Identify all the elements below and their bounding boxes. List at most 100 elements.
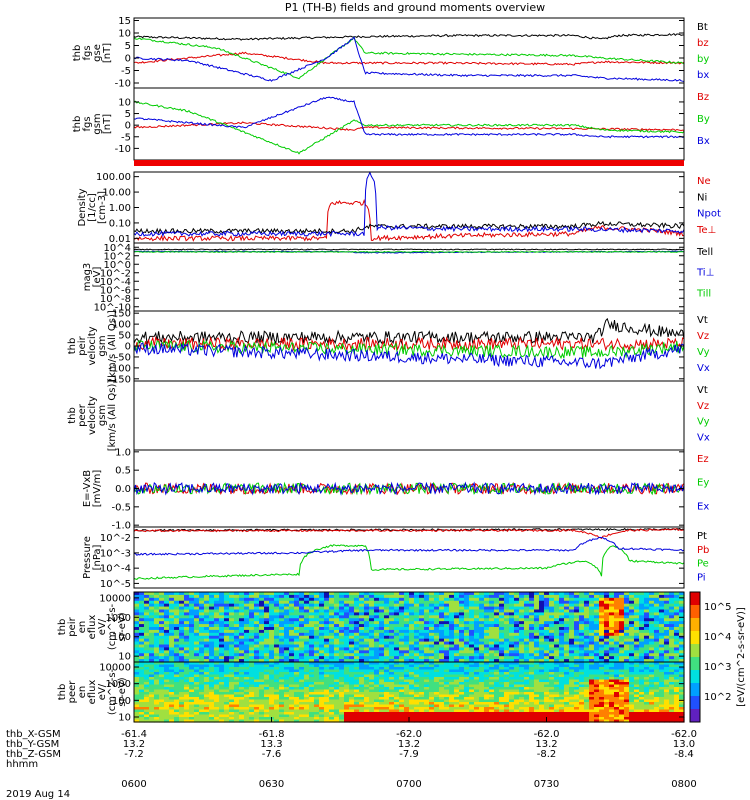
spectrogram-cell bbox=[539, 638, 545, 643]
spectrogram-cell bbox=[294, 709, 300, 713]
spectrogram-cell bbox=[309, 635, 315, 640]
spectrogram-cell bbox=[514, 647, 520, 651]
spectrogram-cell bbox=[489, 627, 495, 631]
spectrogram-cell bbox=[299, 707, 305, 711]
spectrogram-cell bbox=[329, 677, 335, 681]
spectrogram-cell bbox=[529, 712, 535, 716]
y-tick-label: 10000 bbox=[99, 593, 131, 604]
spectrogram-cell bbox=[614, 632, 620, 637]
spectrogram-cell bbox=[274, 656, 280, 660]
spectrogram-cell bbox=[354, 694, 360, 698]
spectrogram-cell bbox=[409, 624, 415, 628]
spectrogram-cell bbox=[234, 600, 240, 605]
spectrogram-cell bbox=[284, 682, 290, 686]
spectrogram-cell bbox=[644, 629, 650, 634]
spectrogram-cell bbox=[194, 592, 200, 596]
spectrogram-cell bbox=[414, 669, 420, 673]
spectrogram-cell bbox=[319, 638, 325, 643]
spectrogram-cell bbox=[509, 656, 515, 660]
spectrogram-cell bbox=[599, 653, 605, 657]
spectrogram-cell bbox=[204, 603, 210, 608]
spectrogram-cell bbox=[414, 653, 420, 657]
spectrogram-cell bbox=[539, 689, 545, 693]
spectrogram-cell bbox=[479, 659, 485, 663]
spectrogram-cell bbox=[494, 672, 500, 676]
spectrogram-cell bbox=[604, 635, 610, 640]
spectrogram-cell bbox=[519, 638, 525, 643]
spectrogram-cell bbox=[499, 704, 505, 708]
spectrogram-cell bbox=[469, 679, 475, 683]
spectrogram-cell bbox=[489, 669, 495, 673]
spectrogram-cell bbox=[194, 669, 200, 673]
spectrogram-cell bbox=[644, 597, 650, 602]
spectrogram-cell bbox=[309, 674, 315, 678]
spectrogram-cell bbox=[374, 594, 380, 599]
spectrogram-cell bbox=[549, 702, 555, 706]
spectrogram-cell bbox=[274, 712, 280, 716]
spectrogram-cell bbox=[464, 717, 470, 721]
spectrogram-cell bbox=[594, 644, 600, 649]
spectrogram-cell bbox=[559, 669, 565, 673]
spectrogram-cell bbox=[629, 597, 635, 602]
y-label-line: peir bbox=[67, 616, 78, 636]
spectrogram-cell bbox=[369, 707, 375, 711]
spectrogram-cell bbox=[654, 609, 660, 614]
spectrogram-cell bbox=[224, 674, 230, 678]
spectrogram-cell bbox=[484, 603, 490, 608]
spectrogram-cell bbox=[534, 699, 540, 703]
spectrogram-cell bbox=[174, 618, 180, 622]
spectrogram-cell bbox=[404, 687, 410, 691]
spectrogram-cell bbox=[219, 632, 225, 637]
spectrogram-cell bbox=[374, 624, 380, 628]
spectrogram-cell bbox=[144, 704, 150, 708]
spectrogram-cell bbox=[199, 667, 205, 671]
spectrogram-cell bbox=[354, 627, 360, 631]
spectrogram-cell bbox=[239, 672, 245, 676]
spectrogram-cell bbox=[564, 606, 570, 611]
spectrogram-cell bbox=[289, 674, 295, 678]
spectrogram-cell bbox=[479, 709, 485, 713]
spectrogram-cell bbox=[249, 677, 255, 681]
spectrogram-cell bbox=[239, 647, 245, 651]
spectrogram-cell bbox=[209, 679, 215, 683]
spectrogram-cell bbox=[374, 603, 380, 608]
spectrogram-cell bbox=[569, 714, 575, 718]
spectrogram-cell bbox=[239, 592, 245, 596]
spectrogram-cell bbox=[294, 697, 300, 701]
spectrogram-cell bbox=[284, 694, 290, 698]
spectrogram-cell bbox=[234, 615, 240, 619]
spectrogram-cell bbox=[489, 644, 495, 649]
spectrogram-cell bbox=[589, 594, 595, 599]
spectrogram-cell bbox=[159, 679, 165, 683]
spectrogram-cell bbox=[424, 615, 430, 619]
spectrogram-cell bbox=[624, 629, 630, 634]
spectrogram-cell bbox=[474, 635, 480, 640]
spectrogram-cell bbox=[164, 594, 170, 599]
spectrogram-cell bbox=[479, 594, 485, 599]
spectrogram-cell bbox=[544, 603, 550, 608]
spectrogram-cell bbox=[339, 684, 345, 688]
spectrogram-cell bbox=[499, 627, 505, 631]
spectrogram-cell bbox=[214, 719, 220, 723]
spectrogram-cell bbox=[304, 635, 310, 640]
spectrogram-cell bbox=[474, 600, 480, 605]
spectrogram-cell bbox=[299, 672, 305, 676]
spectrogram-cell bbox=[524, 679, 530, 683]
spectrogram-cell bbox=[354, 672, 360, 676]
spectrogram-cell bbox=[184, 603, 190, 608]
spectrogram-cell bbox=[639, 609, 645, 614]
spectrogram-cell bbox=[369, 679, 375, 683]
spectrogram-cell bbox=[639, 592, 645, 596]
spectrogram-cell bbox=[534, 717, 540, 721]
spectrogram-cell bbox=[554, 674, 560, 678]
spectrogram-cell bbox=[184, 656, 190, 660]
spectrogram-cell bbox=[369, 664, 375, 668]
spectrogram-cell bbox=[359, 627, 365, 631]
spectrogram-cell bbox=[599, 650, 605, 654]
spectrogram-cell bbox=[504, 667, 510, 671]
spectrogram-cell bbox=[514, 689, 520, 693]
spectrogram-cell bbox=[404, 684, 410, 688]
spectrogram-cell bbox=[474, 597, 480, 602]
spectrogram-cell bbox=[229, 612, 235, 616]
spectrogram-cell bbox=[399, 667, 405, 671]
